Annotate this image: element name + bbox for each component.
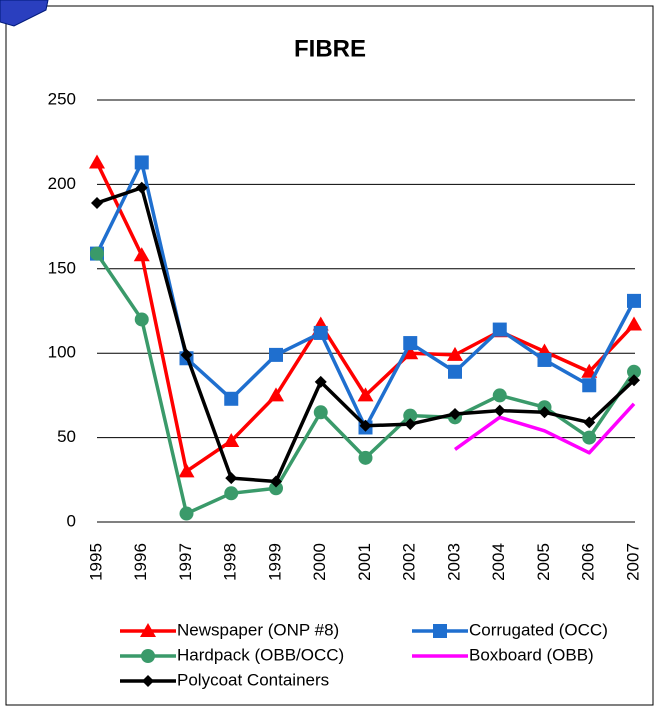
- data-point: [582, 430, 597, 445]
- data-point: [583, 416, 596, 429]
- corner-decoration: [0, 0, 49, 27]
- legend-label: Polycoat Containers: [177, 670, 329, 689]
- y-tick-label: 200: [48, 174, 76, 193]
- x-tick-label: 1999: [265, 543, 284, 581]
- data-point: [134, 155, 149, 170]
- data-point: [447, 346, 463, 361]
- data-point: [448, 364, 462, 379]
- legend-marker: [433, 624, 447, 638]
- legend-marker: [141, 649, 155, 663]
- y-tick-label: 250: [48, 89, 76, 108]
- data-point: [135, 181, 148, 194]
- legend-label: Hardpack (OBB/OCC): [177, 645, 344, 664]
- data-point: [90, 246, 104, 261]
- legend-marker: [142, 675, 154, 687]
- data-point: [224, 391, 239, 406]
- y-tick-label: 150: [48, 258, 76, 277]
- data-point: [225, 472, 238, 485]
- y-tick-label: 0: [67, 511, 76, 530]
- x-tick-label: 1996: [131, 543, 150, 581]
- data-point: [538, 406, 551, 419]
- x-tick-label: 1998: [221, 543, 240, 581]
- data-point: [358, 450, 373, 465]
- data-point: [178, 463, 195, 478]
- legend-label: Boxboard (OBB): [469, 645, 594, 664]
- data-point: [89, 154, 105, 169]
- x-tick-label: 2001: [355, 543, 374, 581]
- data-point: [449, 407, 461, 420]
- data-point: [493, 404, 506, 417]
- y-tick-label: 100: [48, 343, 76, 362]
- x-tick-label: 1995: [86, 543, 105, 581]
- data-point: [268, 387, 284, 402]
- data-point: [404, 418, 417, 431]
- data-point: [402, 345, 419, 360]
- data-point: [270, 475, 282, 488]
- x-tick-label: 2007: [623, 543, 642, 581]
- series-line: [453, 402, 636, 455]
- legend-label: Corrugated (OCC): [469, 620, 608, 639]
- data-point: [133, 247, 150, 262]
- data-point: [313, 325, 328, 340]
- x-tick-label: 2000: [310, 543, 329, 581]
- data-point: [224, 486, 239, 501]
- data-point: [314, 375, 327, 388]
- data-point: [627, 293, 641, 308]
- x-tick-label: 2005: [534, 543, 553, 581]
- data-point: [628, 374, 640, 387]
- chart-title: FIBRE: [294, 35, 366, 62]
- data-point: [180, 348, 193, 361]
- data-point: [403, 336, 418, 351]
- data-point: [582, 378, 597, 393]
- data-point: [91, 196, 103, 209]
- x-tick-label: 2002: [400, 543, 419, 581]
- data-point: [627, 364, 641, 379]
- data-point: [359, 419, 372, 432]
- y-tick-label: 50: [57, 427, 76, 446]
- data-point: [269, 347, 283, 362]
- data-point: [492, 322, 507, 337]
- data-point: [179, 506, 194, 521]
- legend-marker: [140, 623, 156, 637]
- x-tick-label: 2006: [579, 543, 598, 581]
- data-point: [313, 405, 328, 420]
- x-tick-label: 2003: [444, 543, 463, 581]
- data-point: [626, 316, 642, 331]
- x-tick-label: 2004: [489, 543, 508, 581]
- x-tick-label: 1997: [176, 543, 195, 581]
- data-point: [357, 387, 374, 402]
- data-point: [403, 408, 418, 423]
- data-point: [537, 352, 552, 367]
- data-point: [492, 388, 507, 403]
- legend-label: Newspaper (ONP #8): [177, 620, 339, 639]
- data-point: [134, 312, 149, 327]
- data-point: [223, 432, 240, 447]
- data-point: [269, 481, 283, 496]
